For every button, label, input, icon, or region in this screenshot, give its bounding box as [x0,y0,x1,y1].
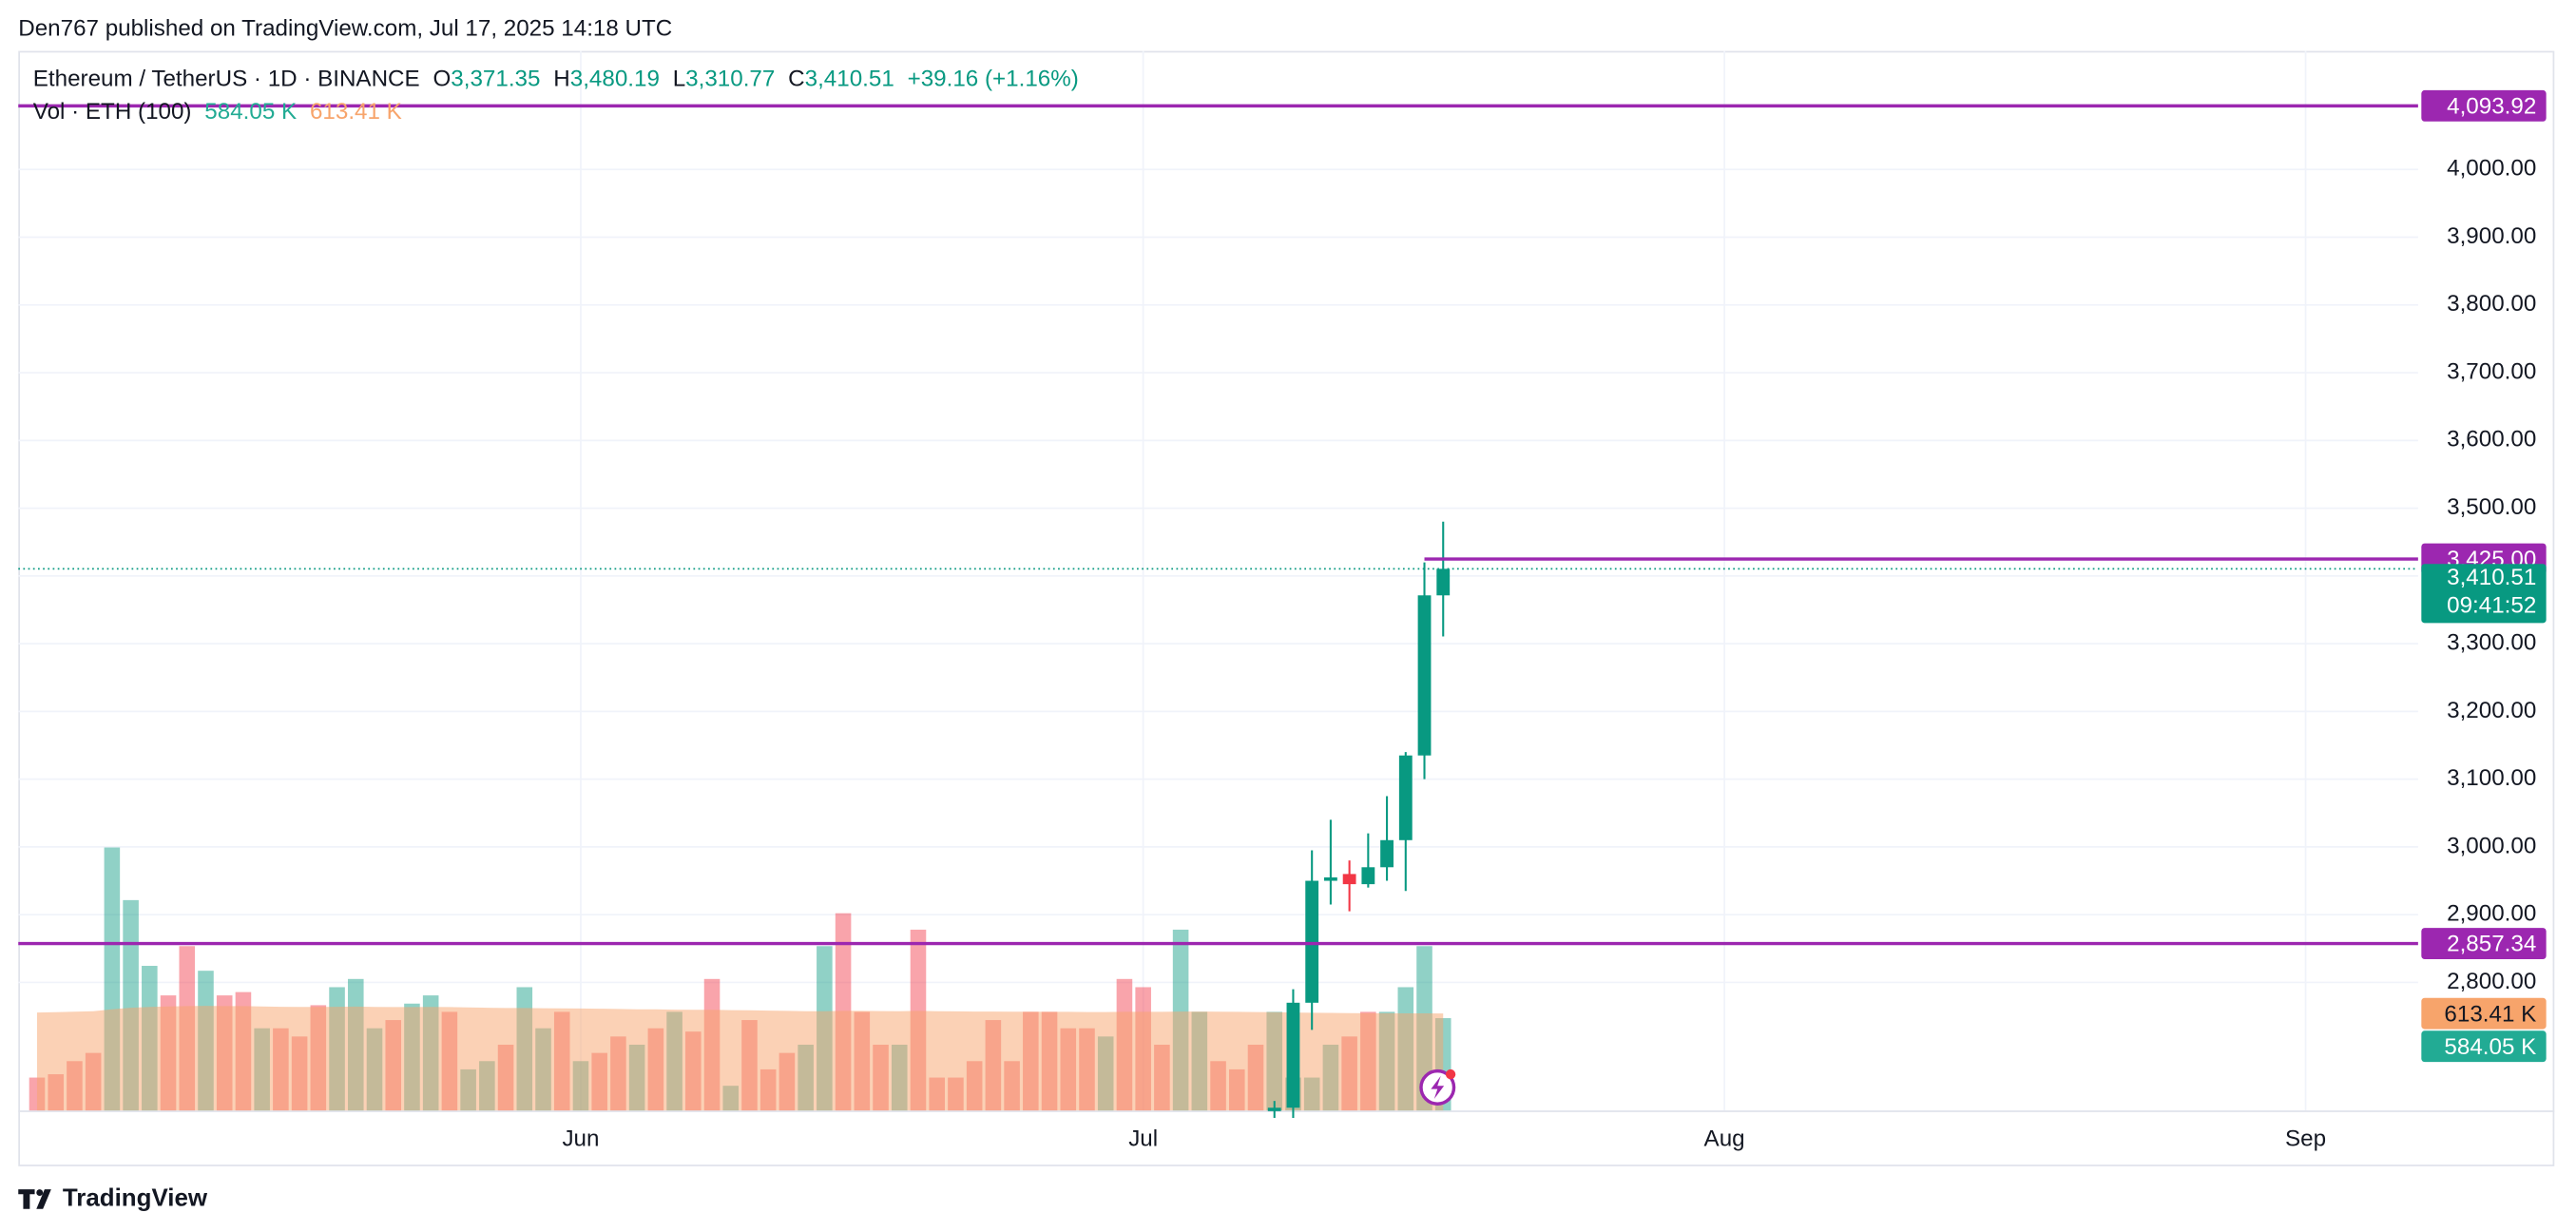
volume-tag [2421,1030,2547,1063]
logo [18,1189,51,1209]
volume-ma-value: 613.41 K [310,100,402,125]
brand: TradingView [63,1184,208,1211]
volume-ma-area [36,1006,1444,1111]
legend: Ethereum / TetherUS · 1D · BINANCE O3,371… [33,67,1079,125]
level-tag [2421,928,2547,959]
volume-ma-label: 613.41 K [2444,1001,2536,1027]
last-price-label: 3,410.51 [2447,565,2536,590]
alert-icon [1419,1068,1456,1106]
levels [18,104,2418,946]
publisher: Den767 published on TradingView.com, Jul… [18,15,672,41]
chart-frame [18,50,2555,1166]
candle-body [1436,568,1451,596]
y-tick-label: 3,100.00 [2447,765,2536,791]
y-tick-label: 3,200.00 [2447,698,2536,723]
y-tick-label: 3,600.00 [2447,427,2536,452]
volume-legend: Vol · ETH (100) 584.05 K 613.41 K [33,100,402,125]
candles [1267,521,1451,1118]
candle-body [1361,867,1375,885]
volume-pane [29,847,1451,1111]
candle-body [1323,876,1337,881]
candle-body [1267,1107,1281,1111]
y-tick-label: 3,700.00 [2447,358,2536,384]
ohlc-value: 3,480.19 [570,67,660,92]
ohlc-key: O [433,67,451,92]
countdown: 09:41:52 [2447,593,2536,619]
candle-body [1286,1002,1300,1108]
candle-body [1342,874,1356,885]
y-tick-label: 2,900.00 [2447,901,2536,927]
level-label: 2,857.34 [2447,932,2536,957]
change: +39.16 (+1.16%) [908,67,1079,92]
candle-body [1398,755,1413,840]
level-label: 4,093.92 [2447,93,2536,119]
ohlc-value: 3,410.51 [805,67,894,92]
volume-title: Vol · ETH (100) [33,100,192,125]
price-axis: 2,800.00 2,900.00 3,000.00 3,100.00 3,200.00… [562,89,2547,1152]
ohlc-value: 3,371.35 [451,67,540,92]
y-tick-label: 3,000.00 [2447,833,2536,858]
volume-label: 584.05 K [2444,1034,2536,1060]
y-tick-label: 3,900.00 [2447,223,2536,249]
y-tick-label: 3,500.00 [2447,494,2536,520]
x-tick-label: Aug [1704,1126,1745,1152]
y-tick-label: 3,800.00 [2447,291,2536,317]
ohlc-key: C [788,67,804,92]
y-tick-label: 3,300.00 [2447,630,2536,656]
level-tag [2421,89,2547,122]
ohlc-value: 3,310.77 [685,67,775,92]
volume-value: 584.05 K [204,100,297,125]
y-tick-label: 2,800.00 [2447,969,2536,994]
last-price-tag [2421,564,2547,624]
x-tick-label: Jun [562,1126,599,1152]
grid [18,50,2555,1112]
ohlc-key: H [553,67,569,92]
legend-row: Ethereum / TetherUS · 1D · BINANCE O3,371… [33,67,1079,92]
x-tick-label: Sep [2285,1126,2326,1152]
x-tick-label: Jul [1128,1126,1158,1152]
y-tick-label: 4,000.00 [2447,156,2536,182]
symbol: Ethereum / TetherUS · 1D · BINANCE [33,67,420,92]
ohlc-key: L [673,67,685,92]
candle-body [1305,880,1319,1003]
candle-body [1380,839,1394,868]
volume-ma-tag [2421,997,2547,1030]
candle-body [1417,595,1432,756]
